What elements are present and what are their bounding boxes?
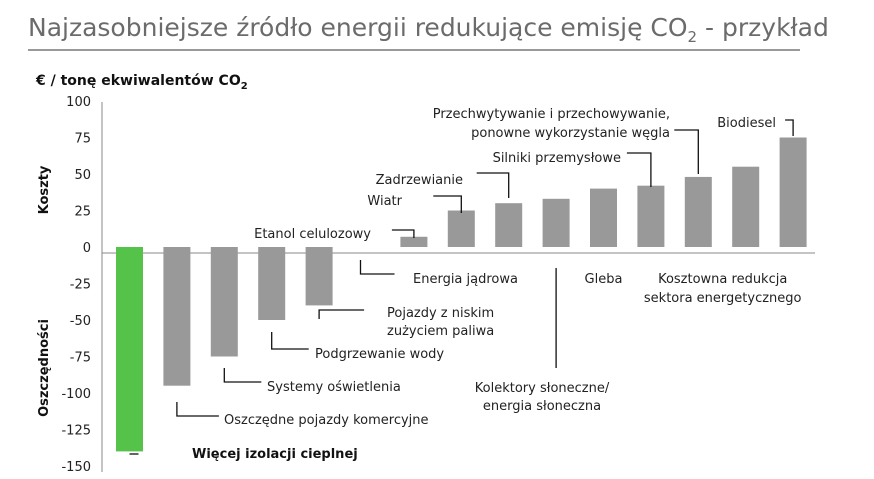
leader-line — [674, 129, 699, 174]
y-tick-label: 0 — [83, 241, 91, 256]
category-label: Wiatr — [367, 194, 402, 209]
leader-line — [391, 229, 415, 238]
category-label: zużyciem paliwa — [387, 324, 494, 339]
leader-line — [271, 332, 309, 350]
y-tick-label: 100 — [66, 95, 91, 110]
leader-line — [433, 195, 462, 213]
category-label: Gleba — [585, 272, 623, 287]
category-label: Przechwytywanie i przechowywanie, — [433, 107, 670, 122]
leader-line — [223, 368, 262, 383]
category-label: Pojazdy z niskim — [387, 306, 494, 321]
bar — [732, 166, 760, 247]
leader-line — [626, 152, 652, 187]
y-tick-label: -100 — [61, 387, 91, 402]
bars — [116, 137, 807, 452]
bar — [684, 176, 712, 247]
leader-line — [785, 119, 794, 136]
savings-side-label: Oszczędności — [37, 319, 52, 417]
leader-lines — [129, 119, 794, 455]
y-axis-label: € / tonę ekwiwalentów CO2 — [35, 73, 248, 92]
category-label: Podgrzewanie wody — [315, 347, 444, 362]
category-label: energia słoneczna — [483, 399, 601, 414]
category-label: Energia jądrowa — [413, 272, 518, 287]
bar — [447, 210, 475, 247]
category-label: Więcej izolacji cieplnej — [192, 447, 358, 462]
chart-title: Najzasobniejsze źródło energii redukując… — [28, 13, 829, 46]
bar — [542, 198, 570, 247]
leader-line — [476, 172, 510, 198]
y-tick-label: 50 — [74, 168, 91, 183]
costs-side-label: Koszty — [37, 165, 52, 214]
category-label: Silniki przemysłowe — [493, 151, 621, 166]
y-tick-labels: 100 75 50 25 0 -25 -50 -75 -100 -125 -150 — [61, 95, 91, 475]
bar — [210, 247, 238, 357]
bar — [495, 203, 523, 247]
category-label: Oszczędne pojazdy komercyjne — [224, 413, 429, 428]
category-label: sektora energetycznego — [644, 291, 802, 306]
y-tick-label: -75 — [70, 351, 91, 366]
category-label: ponowne wykorzystanie węgla — [471, 126, 670, 141]
bar — [779, 137, 807, 247]
leader-line — [176, 402, 219, 417]
bar — [258, 247, 286, 320]
bar — [637, 185, 665, 247]
y-tick-label: 75 — [74, 132, 91, 147]
y-tick-label: -150 — [61, 460, 91, 475]
category-annotations: Więcej izolacji cieplnej Oszczędne pojazd… — [192, 107, 802, 462]
bar — [400, 236, 428, 247]
category-label: Biodiesel — [717, 116, 776, 131]
bar — [163, 247, 191, 386]
category-label: Kosztowna redukcja — [658, 272, 787, 287]
bar — [116, 247, 143, 452]
y-tick-label: -125 — [61, 424, 91, 439]
category-label: Etanol celulozowy — [254, 227, 371, 242]
y-tick-label: -25 — [70, 278, 91, 293]
y-tick-label: -50 — [70, 314, 91, 329]
category-label: Zadrzewianie — [376, 173, 463, 188]
category-label: Kolektory słoneczne/ — [475, 381, 610, 396]
bar — [590, 188, 617, 247]
bar — [305, 247, 333, 306]
leader-line — [318, 309, 365, 319]
y-tick-label: 25 — [74, 205, 91, 220]
leader-line — [359, 260, 395, 275]
category-label: Systemy oświetlenia — [267, 380, 401, 395]
